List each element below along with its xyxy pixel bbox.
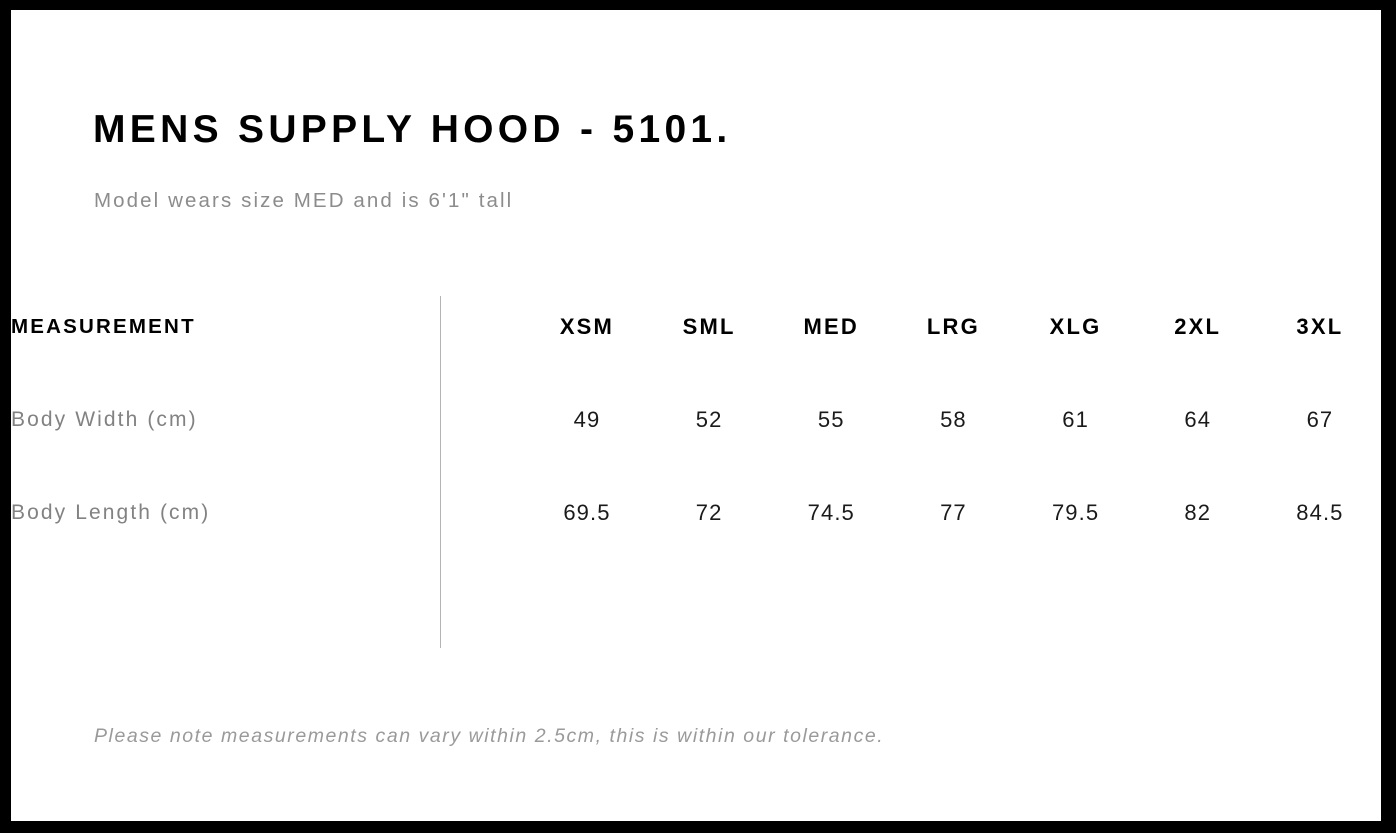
row-label-body-length: Body Length (cm): [11, 500, 211, 524]
cell-body-length-xlg: 79.5: [1051, 499, 1100, 525]
cell-body-length-med: 74.5: [807, 499, 855, 525]
cell-body-length-3xl: 84.5: [1296, 499, 1344, 525]
cell-body-width-xsm: 49: [573, 406, 601, 432]
cell-body-length-lrg: 77: [940, 499, 967, 525]
cell-body-length-2xl: 82: [1184, 499, 1212, 525]
table-row: Body Width (cm) 49 52 55 58 61 64 67: [11, 373, 1381, 466]
row-label-body-width: Body Width (cm): [11, 407, 198, 431]
column-header-measurement: MEASUREMENT: [11, 314, 196, 338]
page-title: MENS SUPPLY HOOD - 5101.: [93, 108, 732, 151]
column-header-xlg: XLG: [1049, 313, 1102, 339]
column-header-lrg: LRG: [926, 313, 980, 339]
tolerance-note: Please note measurements can vary within…: [94, 725, 885, 747]
size-chart-container: MEASUREMENT XSM SML MED LRG XLG 2XL 3XL …: [11, 280, 1381, 660]
column-header-med: MED: [803, 313, 860, 339]
table-header-row: MEASUREMENT XSM SML MED LRG XLG 2XL 3XL: [11, 280, 1381, 373]
cell-body-width-3xl: 67: [1306, 406, 1334, 432]
page-content: MENS SUPPLY HOOD - 5101. Model wears siz…: [11, 10, 1381, 821]
size-chart-table: MEASUREMENT XSM SML MED LRG XLG 2XL 3XL …: [11, 280, 1381, 559]
cell-body-length-sml: 72: [695, 499, 723, 525]
cell-body-width-lrg: 58: [940, 406, 967, 432]
column-header-xsm: XSM: [559, 313, 615, 339]
column-header-2xl: 2XL: [1174, 313, 1222, 339]
column-divider: [440, 296, 441, 648]
model-info-subtitle: Model wears size MED and is 6'1" tall: [94, 189, 514, 212]
table-row: Body Length (cm) 69.5 72 74.5 77 79.5 82…: [11, 466, 1381, 559]
cell-body-width-xlg: 61: [1062, 406, 1089, 432]
column-header-3xl: 3XL: [1296, 313, 1344, 339]
cell-body-width-2xl: 64: [1184, 406, 1212, 432]
cell-body-width-sml: 52: [695, 406, 723, 432]
column-header-sml: SML: [682, 313, 736, 339]
cell-body-width-med: 55: [817, 406, 845, 432]
cell-body-length-xsm: 69.5: [563, 499, 611, 525]
